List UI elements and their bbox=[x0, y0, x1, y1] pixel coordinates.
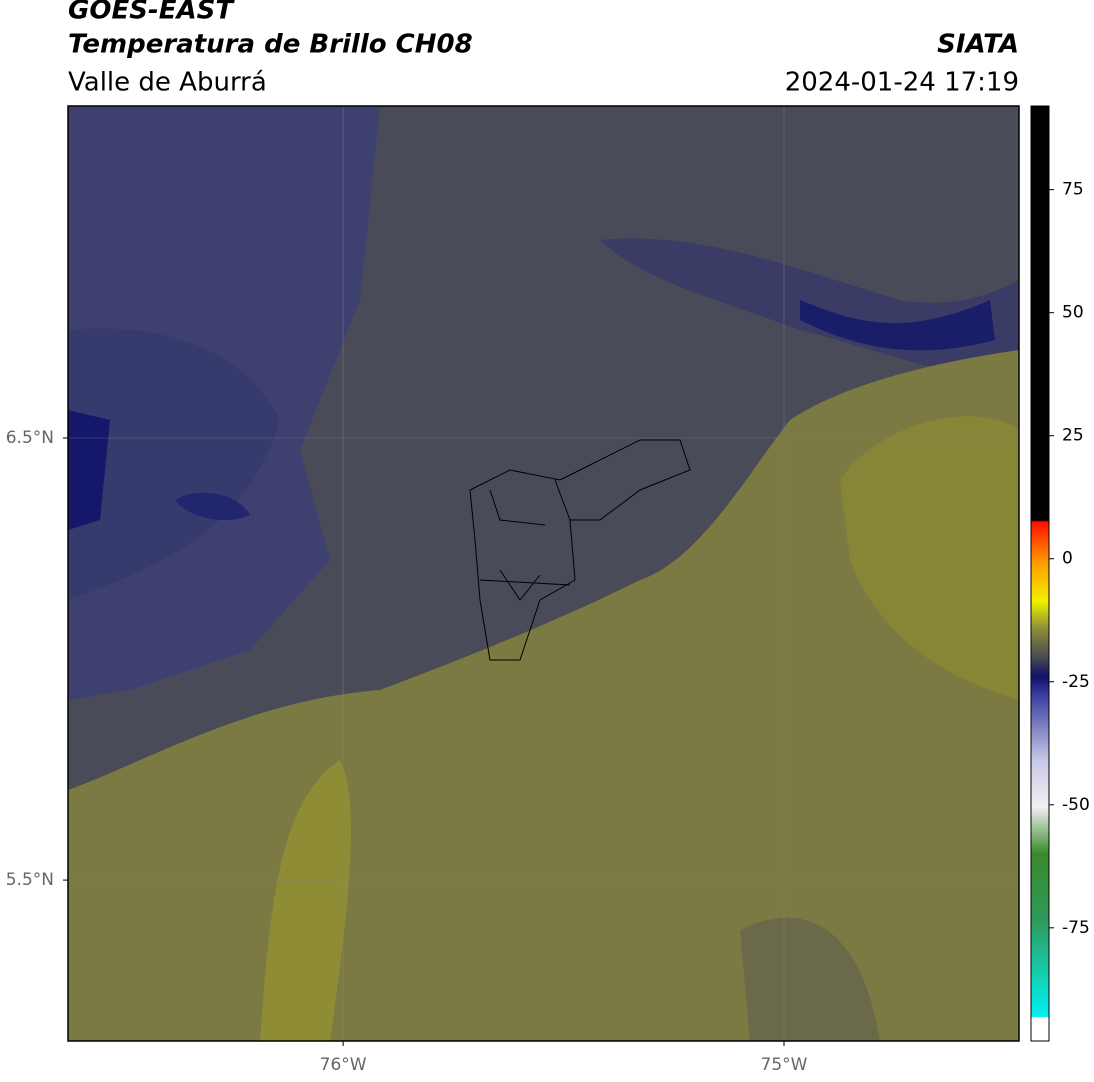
x-tick-label: 76°W bbox=[320, 1055, 367, 1075]
colorbar-label: -50 bbox=[1062, 795, 1090, 815]
colorbar-label: -25 bbox=[1062, 672, 1090, 692]
colorbar-label: 0 bbox=[1062, 549, 1073, 569]
source: SIATA bbox=[937, 30, 1019, 60]
y-tick-label: 5.5°N bbox=[6, 870, 54, 890]
datetime: 2024-01-24 17:19 bbox=[785, 68, 1019, 98]
x-tick-label: 75°W bbox=[761, 1055, 808, 1075]
map-image bbox=[68, 106, 1019, 1041]
map-frame bbox=[67, 105, 1020, 1042]
colorbar-label: 25 bbox=[1062, 426, 1084, 446]
colorbar bbox=[1030, 105, 1050, 1042]
title: GOES-EAST bbox=[68, 0, 235, 26]
colorbar-label: 50 bbox=[1062, 303, 1084, 323]
colorbar-label: 75 bbox=[1062, 180, 1084, 200]
subtitle: Temperatura de Brillo CH08 bbox=[68, 30, 473, 60]
region: Valle de Aburrá bbox=[68, 68, 267, 98]
y-tick-label: 6.5°N bbox=[6, 428, 54, 448]
colorbar-label: -75 bbox=[1062, 918, 1090, 938]
map-axes: 76°W 75°W 6.5°N 5.5°N 75 50 25 0 -25 -50 -75 bbox=[6, 106, 1090, 1075]
